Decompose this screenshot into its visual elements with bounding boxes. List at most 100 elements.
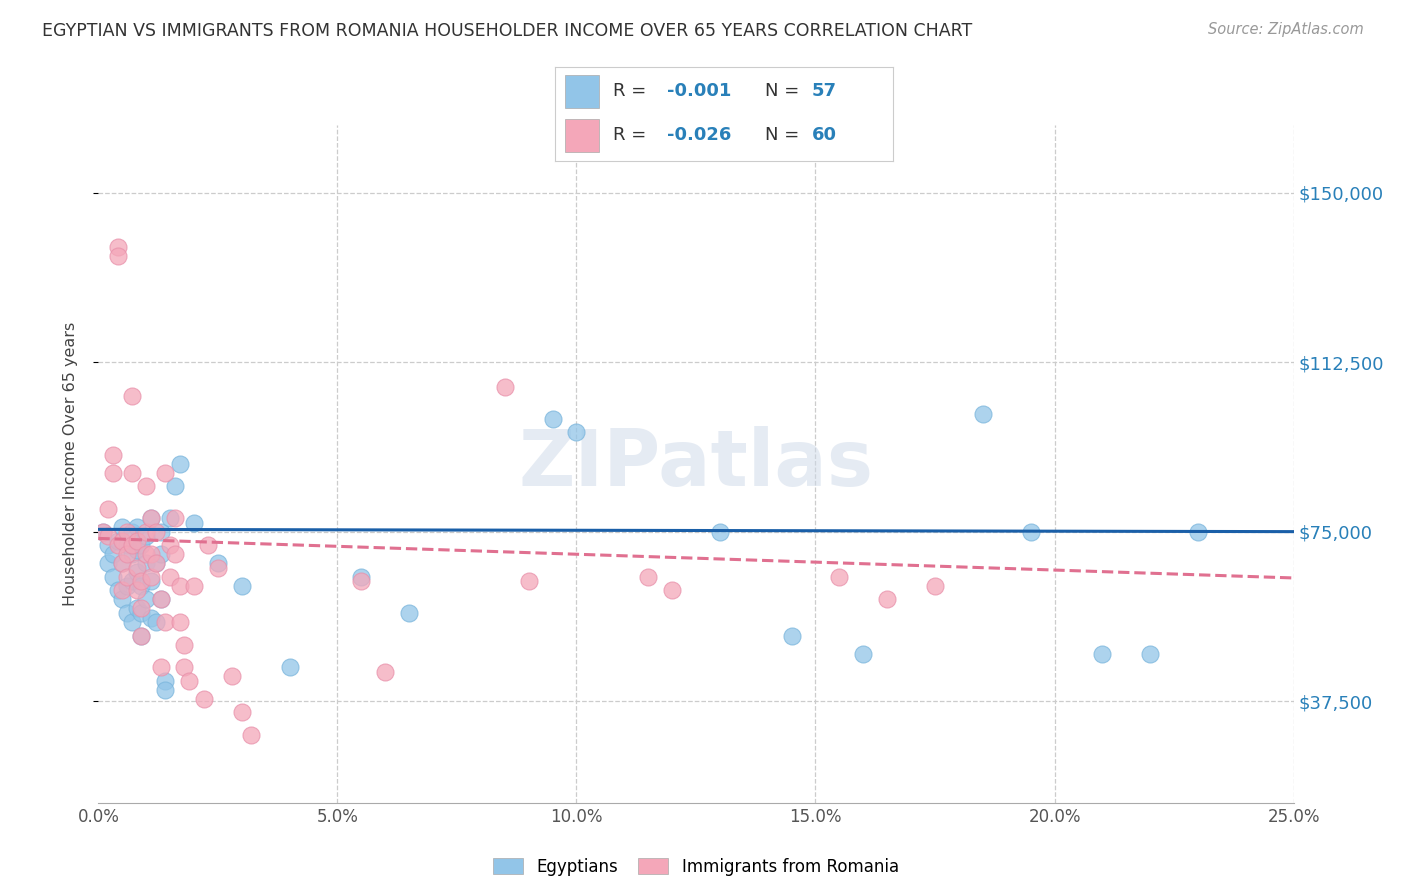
Point xyxy=(125,566,148,580)
Point xyxy=(183,516,205,530)
Point xyxy=(115,547,138,561)
Point xyxy=(125,542,148,557)
Text: R =: R = xyxy=(613,82,652,100)
Point xyxy=(115,606,138,620)
Point xyxy=(155,682,177,697)
Point xyxy=(97,538,120,552)
Point xyxy=(115,570,138,584)
Point xyxy=(278,660,301,674)
Text: -0.026: -0.026 xyxy=(666,126,731,144)
Point xyxy=(852,647,875,661)
Text: R =: R = xyxy=(613,126,652,144)
Point xyxy=(125,533,148,548)
Text: 60: 60 xyxy=(811,126,837,144)
Point xyxy=(135,556,157,570)
Point xyxy=(139,574,162,589)
Point xyxy=(131,538,153,552)
Text: N =: N = xyxy=(765,126,804,144)
Legend: Egyptians, Immigrants from Romania: Egyptians, Immigrants from Romania xyxy=(486,851,905,882)
Text: N =: N = xyxy=(765,82,804,100)
Point xyxy=(115,524,138,539)
Point xyxy=(107,533,129,548)
Point xyxy=(139,570,162,584)
Point xyxy=(173,660,195,674)
Point xyxy=(637,570,659,584)
Point xyxy=(139,610,162,624)
Point xyxy=(111,592,134,607)
Point xyxy=(97,502,120,516)
Point xyxy=(169,615,191,629)
Point xyxy=(972,407,994,421)
Point xyxy=(1139,647,1161,661)
Point xyxy=(149,592,172,607)
Point xyxy=(121,615,143,629)
Point xyxy=(517,574,540,589)
Point xyxy=(193,691,215,706)
Point xyxy=(131,601,153,615)
Point xyxy=(115,538,138,552)
Point xyxy=(101,570,124,584)
Point xyxy=(139,511,162,525)
Point xyxy=(1187,524,1209,539)
Point xyxy=(111,556,134,570)
Point xyxy=(121,389,143,403)
Bar xyxy=(565,120,599,153)
Text: 57: 57 xyxy=(811,82,837,100)
Point xyxy=(91,524,114,539)
Point xyxy=(207,556,229,570)
Point xyxy=(159,570,181,584)
Point xyxy=(155,615,177,629)
Point xyxy=(145,556,167,570)
Point xyxy=(155,466,177,480)
Point xyxy=(231,579,253,593)
Point xyxy=(131,629,153,643)
Point xyxy=(149,524,172,539)
Point xyxy=(1091,647,1114,661)
Point xyxy=(231,706,253,720)
Point xyxy=(163,479,186,493)
Point xyxy=(115,579,138,593)
Point xyxy=(121,466,143,480)
Point xyxy=(398,606,420,620)
Point xyxy=(125,601,148,615)
Point xyxy=(135,592,157,607)
Point xyxy=(121,574,143,589)
Point xyxy=(207,561,229,575)
Point xyxy=(876,592,898,607)
Point xyxy=(107,538,129,552)
Point xyxy=(97,529,120,543)
Y-axis label: Householder Income Over 65 years: Householder Income Over 65 years xyxy=(63,322,77,606)
Point xyxy=(111,556,134,570)
Point xyxy=(924,579,946,593)
Point xyxy=(145,524,167,539)
Point xyxy=(139,511,162,525)
Point xyxy=(709,524,731,539)
Point xyxy=(145,615,167,629)
Point xyxy=(828,570,851,584)
Point xyxy=(97,556,120,570)
Point xyxy=(565,425,588,440)
Point xyxy=(135,524,157,539)
Point xyxy=(111,520,134,534)
Text: -0.001: -0.001 xyxy=(666,82,731,100)
Text: EGYPTIAN VS IMMIGRANTS FROM ROMANIA HOUSEHOLDER INCOME OVER 65 YEARS CORRELATION: EGYPTIAN VS IMMIGRANTS FROM ROMANIA HOUS… xyxy=(42,22,973,40)
Point xyxy=(173,638,195,652)
Bar xyxy=(565,75,599,108)
Point xyxy=(179,673,201,688)
Point xyxy=(91,524,114,539)
Point xyxy=(131,579,153,593)
Point xyxy=(183,579,205,593)
Point xyxy=(131,574,153,589)
Point xyxy=(139,547,162,561)
Point xyxy=(135,479,157,493)
Point xyxy=(121,538,143,552)
Point xyxy=(131,606,153,620)
Point xyxy=(149,592,172,607)
Point xyxy=(494,380,516,394)
Point xyxy=(374,665,396,679)
Point xyxy=(131,629,153,643)
Point xyxy=(169,457,191,471)
Point xyxy=(221,669,243,683)
Point xyxy=(159,538,181,552)
Point xyxy=(155,673,177,688)
